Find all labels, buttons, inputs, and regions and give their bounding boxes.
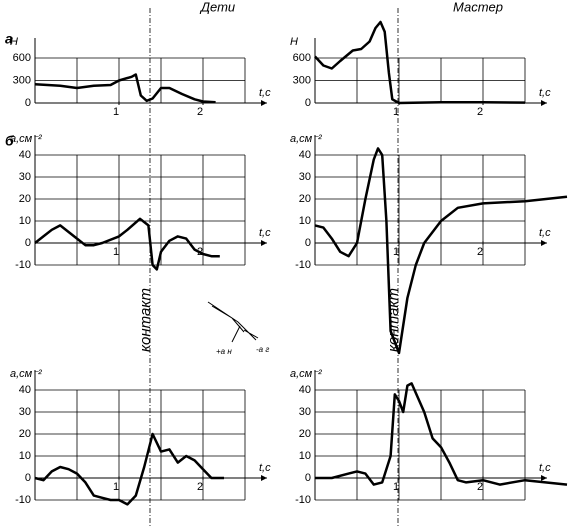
y-tick-label: 300 (293, 74, 311, 86)
x-tick-label: 1 (113, 246, 119, 258)
y-tick-label: 0 (25, 237, 31, 249)
data-line (34, 217, 220, 271)
x-axis-label: t,c (259, 462, 271, 474)
y-tick-label: 0 (25, 472, 31, 484)
data-line (34, 432, 224, 506)
y-tick-label: 30 (19, 171, 31, 183)
x-tick-label: 2 (477, 481, 483, 493)
x-axis-label: t,c (539, 462, 551, 474)
y-axis-label: a,см⁻² (10, 368, 42, 380)
x-tick-label: 1 (113, 106, 119, 118)
inset-label: -a г (256, 345, 269, 354)
x-axis-label: t,c (539, 87, 551, 99)
y-tick-label: 300 (13, 74, 31, 86)
y-tick-label: -10 (295, 259, 311, 271)
y-axis-label: a,см⁻² (10, 133, 42, 145)
y-tick-label: 600 (293, 52, 311, 64)
y-tick-label: 40 (299, 384, 311, 396)
axis-arrow (261, 240, 267, 246)
column-title: Мастер (453, 0, 503, 14)
y-tick-label: 20 (299, 193, 311, 205)
contact-label: контакт (137, 288, 154, 352)
y-tick-label: 20 (19, 428, 31, 440)
y-tick-label: 0 (305, 472, 311, 484)
x-tick-label: 2 (477, 246, 483, 258)
x-tick-label: 2 (477, 106, 483, 118)
inset-sketch (207, 301, 259, 343)
data-line (34, 73, 216, 104)
x-axis-label: t,c (259, 227, 271, 239)
x-tick-label: 2 (197, 481, 203, 493)
x-tick-label: 1 (393, 246, 399, 258)
y-tick-label: 10 (299, 215, 311, 227)
y-tick-label: 40 (19, 149, 31, 161)
x-axis-label: t,c (539, 227, 551, 239)
axis-arrow (261, 100, 267, 106)
y-tick-label: -10 (15, 259, 31, 271)
y-tick-label: 30 (19, 406, 31, 418)
y-tick-label: 10 (299, 450, 311, 462)
y-tick-label: 20 (299, 428, 311, 440)
y-tick-label: -10 (15, 494, 31, 506)
y-tick-label: 0 (305, 237, 311, 249)
axis-arrow (261, 475, 267, 481)
panel-letter: б (5, 133, 14, 149)
y-tick-label: 600 (13, 52, 31, 64)
panel-letter: а (5, 31, 13, 47)
axis-arrow (541, 100, 547, 106)
data-line (314, 20, 526, 105)
y-axis-label: a,см⁻² (290, 133, 322, 145)
y-tick-label: 0 (25, 97, 31, 109)
y-tick-label: 40 (299, 149, 311, 161)
x-tick-label: 1 (393, 106, 399, 118)
y-axis-label: Н (10, 36, 18, 48)
axis-arrow (541, 240, 547, 246)
y-axis-label: a,см⁻² (290, 368, 322, 380)
x-tick-label: 1 (113, 481, 119, 493)
x-tick-label: 1 (393, 481, 399, 493)
y-tick-label: 40 (19, 384, 31, 396)
data-line (315, 382, 568, 486)
y-tick-label: 10 (19, 215, 31, 227)
y-axis-label: Н (290, 36, 298, 48)
data-line (314, 147, 568, 355)
y-tick-label: 0 (305, 97, 311, 109)
column-title: Дети (199, 0, 235, 14)
y-tick-label: 20 (19, 193, 31, 205)
y-tick-label: 30 (299, 171, 311, 183)
y-tick-label: 10 (19, 450, 31, 462)
x-axis-label: t,c (259, 87, 271, 99)
axis-arrow (541, 475, 547, 481)
inset-label: +a н (216, 347, 232, 356)
y-tick-label: -10 (295, 494, 311, 506)
x-tick-label: 2 (197, 106, 203, 118)
y-tick-label: 30 (299, 406, 311, 418)
